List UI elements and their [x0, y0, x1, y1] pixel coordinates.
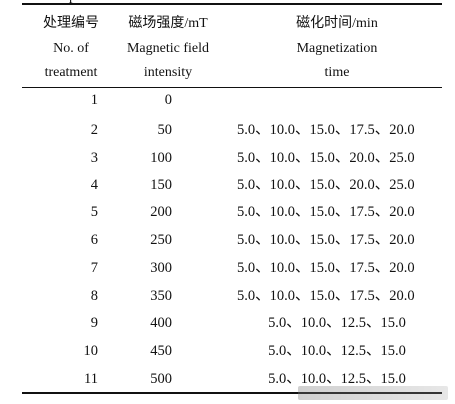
treatment-number-cell: 10: [83, 343, 99, 359]
header-label-line: time: [324, 65, 350, 80]
magnetization-time-cell: 5.0、10.0、15.0、17.5、20.0: [237, 232, 415, 248]
magnetization-time-cell: 5.0、10.0、15.0、20.0、25.0: [237, 150, 415, 166]
field-intensity-cell: 200: [150, 204, 172, 220]
table-bottom-rule: [22, 392, 442, 394]
field-intensity-cell: 500: [150, 371, 172, 387]
treatment-number-cell: 6: [90, 232, 98, 248]
treatment-number-cell: 11: [84, 371, 98, 387]
header-label-line: 处理编号: [43, 16, 99, 31]
treatment-number-cell: 7: [90, 260, 98, 276]
magnetization-time-cell: 5.0、10.0、12.5、15.0: [268, 315, 406, 331]
header-magnetization-time: 磁化时间/min Magnetization time: [224, 12, 450, 86]
treatment-number-cell: 4: [90, 177, 98, 193]
table-caption-fragment: up: [62, 0, 122, 4]
treatment-number-cell: 1: [90, 92, 98, 108]
field-intensity-cell: 450: [150, 343, 172, 359]
field-intensity-cell: 350: [150, 288, 172, 304]
header-label-line: Magnetic field: [126, 40, 210, 56]
header-label-line: intensity: [143, 65, 193, 80]
treatment-number-cell: 2: [90, 122, 98, 138]
field-intensity-cell: 100: [150, 150, 172, 166]
field-intensity-cell: 50: [157, 122, 173, 138]
header-label-line: 磁化时间/min: [296, 16, 378, 31]
treatment-number-cell: 5: [90, 204, 98, 220]
magnetization-time-cell: 5.0、10.0、12.5、15.0: [268, 343, 406, 359]
header-treatment-number: 处理编号 No. of treatment: [32, 12, 110, 86]
field-intensity-cell: 150: [150, 177, 172, 193]
header-field-intensity: 磁场强度/mT Magnetic field intensity: [112, 12, 224, 86]
table-top-rule: [22, 3, 442, 5]
header-label-line: Magnetization: [296, 40, 378, 56]
header-label-line: No. of: [53, 40, 89, 56]
magnetization-time-cell: 5.0、10.0、15.0、17.5、20.0: [237, 122, 415, 138]
field-intensity-cell: 300: [150, 260, 172, 276]
field-intensity-cell: 250: [150, 232, 172, 248]
magnetization-time-cell: 5.0、10.0、15.0、17.5、20.0: [237, 260, 415, 276]
magnetization-time-cell: 5.0、10.0、12.5、15.0: [268, 371, 406, 387]
magnetization-time-cell: 5.0、10.0、15.0、20.0、25.0: [237, 177, 415, 193]
field-intensity-cell: 400: [150, 315, 172, 331]
treatment-number-cell: 9: [90, 315, 98, 331]
header-rule: [22, 87, 442, 88]
header-label-line: treatment: [44, 65, 98, 80]
field-intensity-cell: 0: [164, 92, 172, 108]
treatment-number-cell: 8: [90, 288, 98, 304]
watermark-strip: [298, 386, 448, 400]
magnetization-time-cell: 5.0、10.0、15.0、17.5、20.0: [237, 204, 415, 220]
treatment-number-cell: 3: [90, 150, 98, 166]
magnetization-time-cell: 5.0、10.0、15.0、17.5、20.0: [237, 288, 415, 304]
header-label-line: 磁场强度/mT: [128, 16, 208, 31]
